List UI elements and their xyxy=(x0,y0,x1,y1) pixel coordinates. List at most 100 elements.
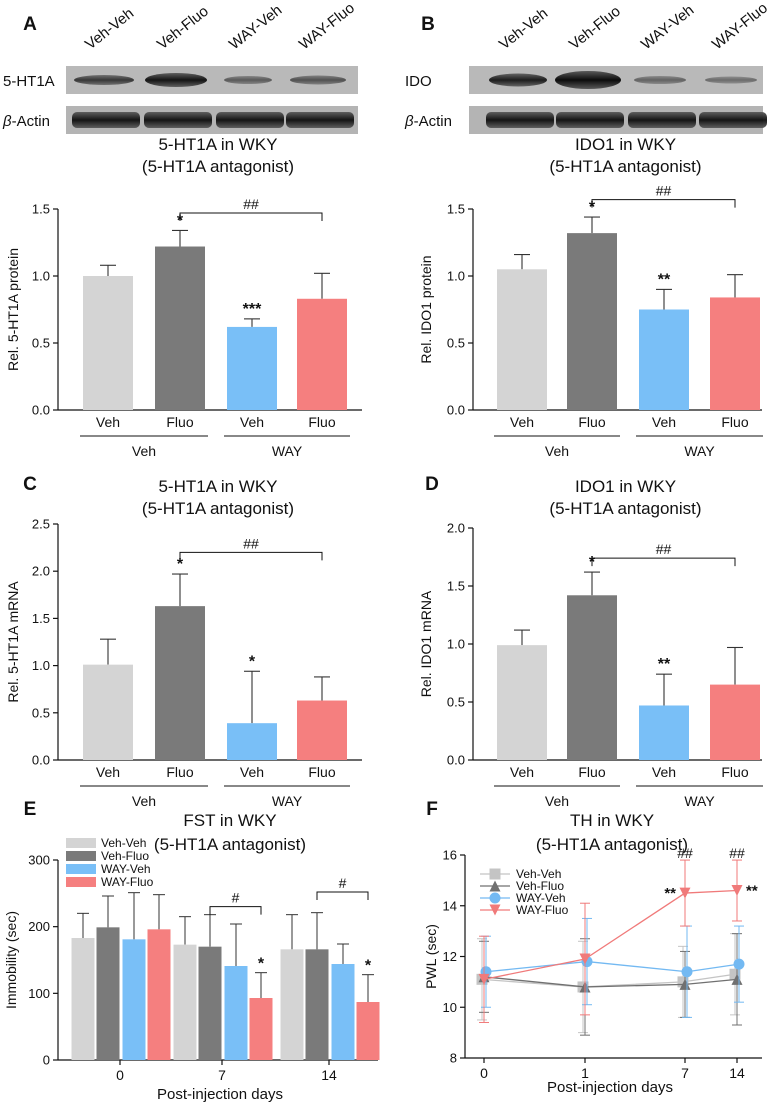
x-category-label: Fluo xyxy=(578,414,605,430)
actin-band xyxy=(486,112,554,128)
y-tick-label: 1.0 xyxy=(32,658,50,673)
blot-row-label: 5-HT1A xyxy=(3,73,55,90)
legend-label: Veh-Fluo xyxy=(516,879,564,893)
x-category-label: Veh xyxy=(240,414,264,430)
x-category-label: Fluo xyxy=(166,414,193,430)
protein-band xyxy=(74,75,134,85)
y-tick-label: 200 xyxy=(28,919,50,934)
y-axis-label: Rel. IDO1 protein xyxy=(418,255,434,363)
bar-WAY-Fluo xyxy=(249,998,273,1060)
greek-letter: β xyxy=(404,113,414,130)
y-axis-label: Rel. 5-HT1A protein xyxy=(5,248,21,371)
x-tick-label: 7 xyxy=(681,1065,689,1081)
hash-annotation: ## xyxy=(677,845,693,861)
bar-1 xyxy=(567,233,617,410)
significance-mark: *** xyxy=(243,301,262,318)
bracket-label: ## xyxy=(656,541,672,557)
y-tick-label: 1.0 xyxy=(447,269,465,284)
x-category-label: Veh xyxy=(240,764,264,780)
actin-band xyxy=(628,112,696,128)
lane-label: Veh-Fluo xyxy=(566,3,624,53)
actin-band xyxy=(556,112,624,128)
legend-label: WAY-Fluo xyxy=(516,903,569,917)
protein-band xyxy=(705,76,757,84)
bar-1 xyxy=(567,595,617,760)
row-label-text: -Actin xyxy=(414,113,452,130)
lane-label: WAY-Veh xyxy=(226,2,285,54)
blot-row-label: IDO xyxy=(405,73,432,90)
y-tick-label: 300 xyxy=(28,853,50,868)
data-point xyxy=(478,973,490,985)
panel-label: E xyxy=(24,799,37,820)
x-axis-label: Post-injection days xyxy=(547,1079,673,1096)
y-tick-label: 1.0 xyxy=(447,637,465,652)
y-tick-label: 0.5 xyxy=(32,705,50,720)
row-label-text: -Actin xyxy=(12,113,50,130)
data-point xyxy=(489,880,501,892)
blot-row-label: β-Actin xyxy=(404,113,452,130)
chart-title: FST in WKY xyxy=(183,811,276,830)
x-tick-label: 0 xyxy=(116,1067,124,1083)
y-tick-label: 100 xyxy=(28,986,50,1001)
y-tick-label: 0 xyxy=(43,1053,50,1068)
bracket-label: # xyxy=(232,890,240,906)
y-tick-label: 0.0 xyxy=(32,753,50,768)
lane-label: WAY-Fluo xyxy=(296,0,358,53)
chart-panel-D: D IDO1 in WKY (5-HT1A antagonist) 0.0 0.5 1.0… xyxy=(418,474,763,809)
group-label: WAY xyxy=(684,443,715,459)
bar-Veh-Veh xyxy=(71,938,95,1060)
actin-band xyxy=(286,112,354,128)
y-tick-label: 0.0 xyxy=(447,753,465,768)
significance-mark: ** xyxy=(658,271,671,288)
bar-WAY-Veh xyxy=(122,939,146,1060)
legend-label: Veh-Veh xyxy=(101,836,146,850)
y-tick-label: 0.5 xyxy=(32,336,50,351)
series-line-Veh-Fluo xyxy=(483,976,738,988)
bar-WAY-Veh xyxy=(224,966,248,1060)
significance-mark: * xyxy=(249,653,256,670)
data-point xyxy=(731,973,743,985)
chart-panel-C: C 5-HT1A in WKY (5-HT1A antagonist) 0.0 0.5 1… xyxy=(5,474,362,809)
data-point xyxy=(489,868,501,880)
panel-label: D xyxy=(425,474,439,495)
protein-band xyxy=(489,73,547,87)
bracket-label: ## xyxy=(243,535,259,551)
y-tick-label: 2.0 xyxy=(32,564,50,579)
series-line-WAY-Veh xyxy=(485,960,740,973)
y-tick-label: 12 xyxy=(443,949,457,964)
panel-label: B xyxy=(421,14,435,35)
blot-panel-B: B Veh-Veh Veh-Fluo WAY-Veh WAY-Fluo IDO β-Acti… xyxy=(404,0,771,134)
lane-label: Veh-Veh xyxy=(82,5,137,53)
group-label: WAY xyxy=(272,443,303,459)
x-tick-label: 7 xyxy=(218,1067,226,1083)
y-tick-label: 1.5 xyxy=(447,202,465,217)
hash-annotation: ## xyxy=(729,845,745,861)
significance-mark: ** xyxy=(746,883,758,900)
x-category-label: Veh xyxy=(510,764,534,780)
x-category-label: Veh xyxy=(652,764,676,780)
bracket-label: # xyxy=(339,875,347,891)
chart-title: 5-HT1A in WKY xyxy=(158,477,277,496)
actin-band xyxy=(699,112,767,128)
legend-label: WAY-Veh xyxy=(516,891,566,905)
blot-row-label: β-Actin xyxy=(2,113,50,130)
group-label: WAY xyxy=(272,793,303,809)
data-point xyxy=(679,978,691,990)
chart-subtitle: (5-HT1A antagonist) xyxy=(142,157,294,176)
y-tick-label: 8 xyxy=(450,1051,457,1066)
panel-label: C xyxy=(23,474,37,495)
significance-mark: * xyxy=(258,956,265,973)
bracket-label: ## xyxy=(656,183,672,199)
bar-0 xyxy=(83,276,133,410)
bar-2 xyxy=(639,309,689,410)
lane-label: WAY-Veh xyxy=(638,2,697,54)
data-point xyxy=(731,885,743,897)
y-tick-label: 0.5 xyxy=(447,695,465,710)
data-point xyxy=(677,976,689,988)
group-label: WAY xyxy=(684,793,715,809)
chart-subtitle: (5-HT1A antagonist) xyxy=(142,499,294,518)
legend-swatch xyxy=(66,851,96,861)
group-label: Veh xyxy=(545,793,569,809)
bar-WAY-Fluo xyxy=(356,1002,380,1060)
comparison-bracket xyxy=(179,551,323,561)
